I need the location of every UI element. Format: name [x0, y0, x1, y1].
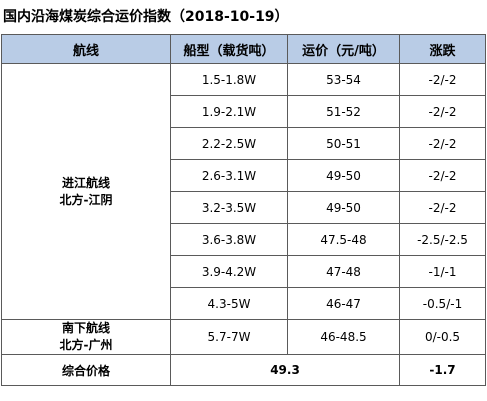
table-row: 3.9-4.2W 47-48 -1/-1 — [2, 255, 486, 288]
table-row: 1.9-2.1W 51-52 -2/-2 — [2, 95, 486, 128]
change-cell: -2/-2 — [399, 63, 486, 96]
change-cell: -2/-2 — [399, 191, 486, 224]
summary-price: 49.3 — [170, 354, 400, 386]
ship-type-cell: 1.5-1.8W — [170, 63, 288, 96]
freight-index-table: 航线 船型（载货吨） 运价（元/吨） 涨跌 进江航线 北方-江阴 1.5-1.8… — [1, 34, 486, 386]
header-freight: 运价（元/吨） — [287, 34, 400, 64]
ship-type-cell: 2.2-2.5W — [170, 127, 288, 160]
route-cell-nanxia: 南下航线 北方-广州 — [1, 319, 171, 355]
freight-cell: 47-48 — [287, 255, 400, 288]
summary-label: 综合价格 — [1, 354, 171, 386]
ship-type-cell: 2.6-3.1W — [170, 159, 288, 192]
ship-type-cell: 3.2-3.5W — [170, 191, 288, 224]
table-row: 3.2-3.5W 49-50 -2/-2 — [2, 191, 486, 224]
change-cell: -2.5/-2.5 — [399, 223, 486, 256]
table-title: 国内沿海煤炭综合运价指数（2018-10-19） — [3, 9, 289, 25]
route-name: 进江航线 — [61, 175, 110, 190]
ship-type-cell: 5.7-7W — [170, 319, 288, 355]
header-route: 航线 — [1, 34, 171, 64]
route-cell-jinjiang: 进江航线 北方-江阴 — [1, 63, 171, 320]
summary-row: 综合价格 49.3 -1.7 — [1, 354, 486, 386]
change-cell: -2/-2 — [399, 127, 486, 160]
change-cell: -1/-1 — [399, 255, 486, 288]
route-path: 北方-广州 — [59, 338, 113, 352]
freight-cell: 49-50 — [287, 191, 400, 224]
route-path: 北方-江阴 — [59, 192, 113, 207]
freight-cell: 46-48.5 — [287, 319, 400, 355]
ship-type-cell: 3.9-4.2W — [170, 255, 288, 288]
freight-cell: 51-52 — [287, 95, 400, 128]
table-row: 进江航线 北方-江阴 1.5-1.8W 53-54 -2/-2 — [1, 63, 486, 320]
freight-cell: 53-54 — [287, 63, 400, 96]
change-cell: -0.5/-1 — [399, 287, 486, 320]
ship-type-cell: 4.3-5W — [170, 287, 288, 320]
freight-cell: 46-47 — [287, 287, 400, 320]
freight-cell: 50-51 — [287, 127, 400, 160]
table-row: 南下航线 北方-广州 5.7-7W 46-48.5 0/-0.5 — [1, 319, 486, 355]
freight-cell: 49-50 — [287, 159, 400, 192]
route-name: 南下航线 — [61, 321, 110, 335]
table-row: 2.6-3.1W 49-50 -2/-2 — [2, 159, 486, 192]
header-ship-type: 船型（载货吨） — [170, 34, 288, 64]
header-change: 涨跌 — [399, 34, 486, 64]
change-cell: -2/-2 — [399, 159, 486, 192]
ship-type-cell: 1.9-2.1W — [170, 95, 288, 128]
header-row: 航线 船型（载货吨） 运价（元/吨） 涨跌 — [1, 34, 486, 64]
freight-cell: 47.5-48 — [287, 223, 400, 256]
table-row: 3.6-3.8W 47.5-48 -2.5/-2.5 — [2, 223, 486, 256]
ship-type-cell: 3.6-3.8W — [170, 223, 288, 256]
change-cell: 0/-0.5 — [399, 319, 486, 355]
table-row: 4.3-5W 46-47 -0.5/-1 — [2, 287, 486, 320]
table-row: 2.2-2.5W 50-51 -2/-2 — [2, 127, 486, 160]
summary-change: -1.7 — [399, 354, 486, 386]
change-cell: -2/-2 — [399, 95, 486, 128]
